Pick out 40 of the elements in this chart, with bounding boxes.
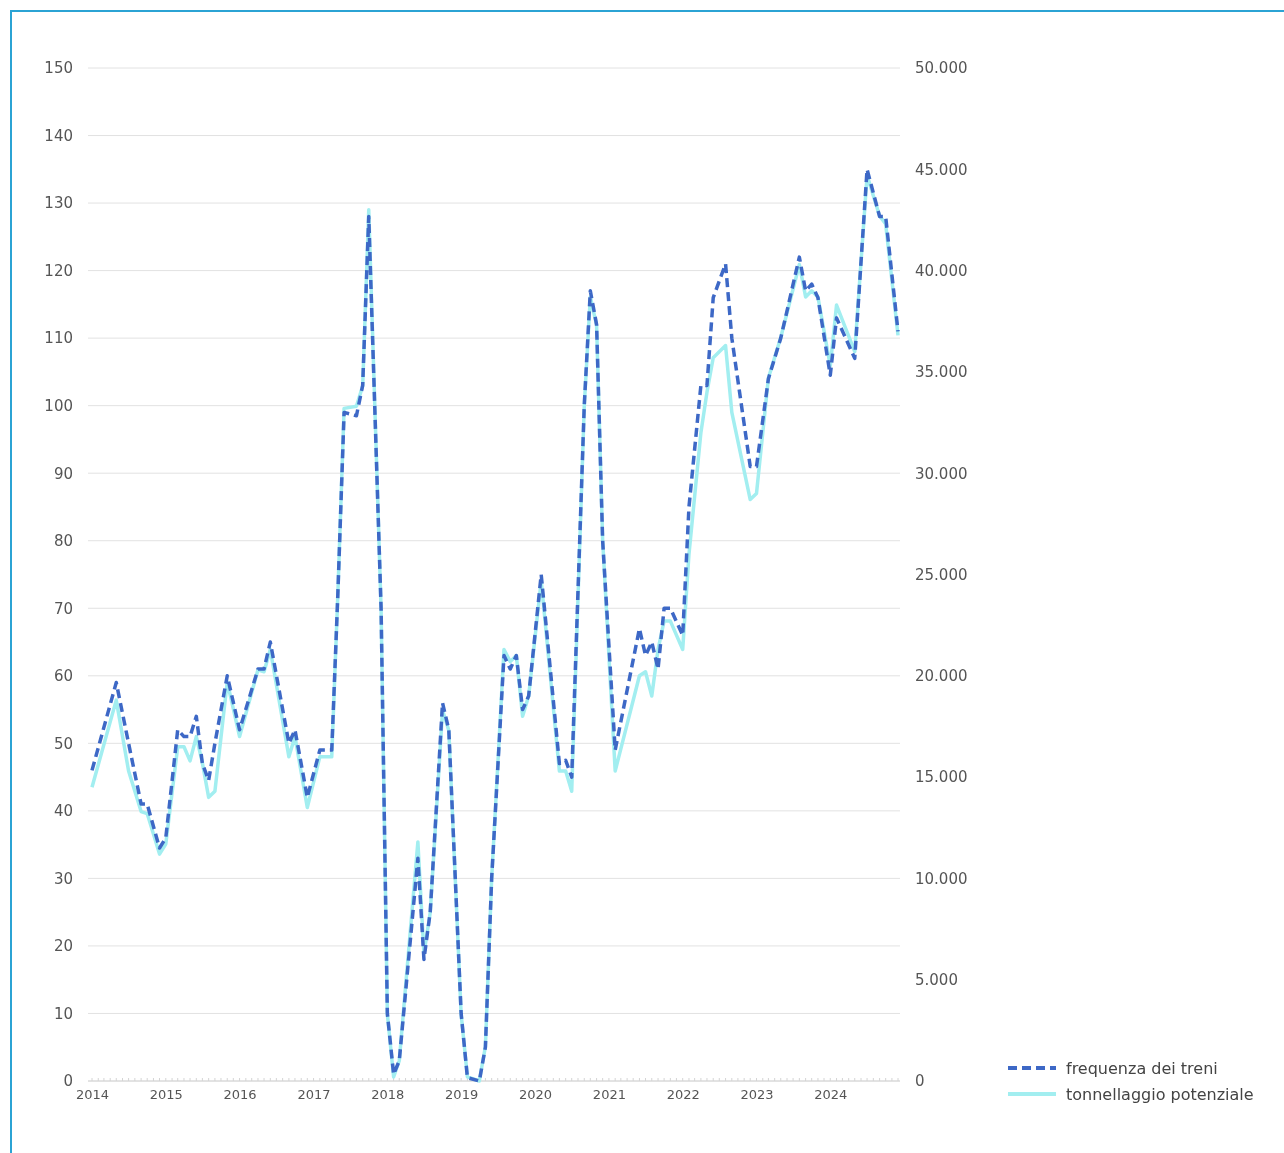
x-tick-label: 2014 (75, 1087, 110, 1103)
y2-tick-label: 25.000 (915, 565, 968, 584)
x-tick-label: 2017 (297, 1087, 331, 1103)
y-tick-label: 150 (44, 59, 73, 78)
y2-tick-label: 35.000 (915, 363, 968, 382)
y2-tick-label: 5.000 (915, 971, 958, 989)
y-tick-label: 10 (53, 1004, 73, 1023)
y-tick-label: 30 (53, 869, 73, 888)
y2-tick-label: 15.000 (915, 768, 968, 787)
y2-tick-label: 45.000 (915, 160, 968, 179)
legend-label: frequenza dei treni (1066, 1059, 1218, 1078)
y2-tick-label: 50.000 (915, 59, 968, 78)
y2-tick-label: 10.000 (915, 869, 968, 888)
y2-tick-label: 0 (915, 1072, 925, 1091)
y-tick-label: 0 (63, 1072, 73, 1091)
x-tick-label: 2024 (814, 1087, 848, 1103)
y-tick-label: 110 (44, 329, 73, 348)
y-tick-label: 40 (53, 802, 73, 821)
y-tick-label: 60 (53, 667, 73, 686)
y-tick-label: 20 (53, 937, 73, 956)
x-tick-label: 2016 (223, 1087, 257, 1103)
y2-tick-label: 30.000 (915, 464, 968, 483)
y-tick-label: 120 (44, 261, 73, 280)
x-tick-label: 2022 (666, 1087, 700, 1103)
y2-tick-label: 40.000 (915, 261, 968, 280)
y-tick-label: 100 (44, 396, 73, 415)
y-tick-label: 130 (44, 194, 73, 213)
y2-tick-label: 20.000 (915, 667, 968, 686)
x-tick-label: 2018 (371, 1087, 405, 1103)
y-tick-label: 80 (53, 532, 73, 551)
y-tick-label: 50 (53, 734, 73, 753)
x-tick-label: 2019 (445, 1087, 479, 1103)
x-tick-label: 2023 (740, 1087, 774, 1103)
x-tick-label: 2021 (592, 1087, 626, 1103)
x-tick-label: 2015 (149, 1087, 183, 1103)
y-tick-label: 90 (53, 464, 73, 483)
legend-label: tonnellaggio potenziale (1066, 1085, 1254, 1104)
y-tick-label: 140 (44, 126, 73, 145)
y-tick-label: 70 (53, 599, 73, 618)
x-tick-label: 2020 (518, 1087, 552, 1103)
